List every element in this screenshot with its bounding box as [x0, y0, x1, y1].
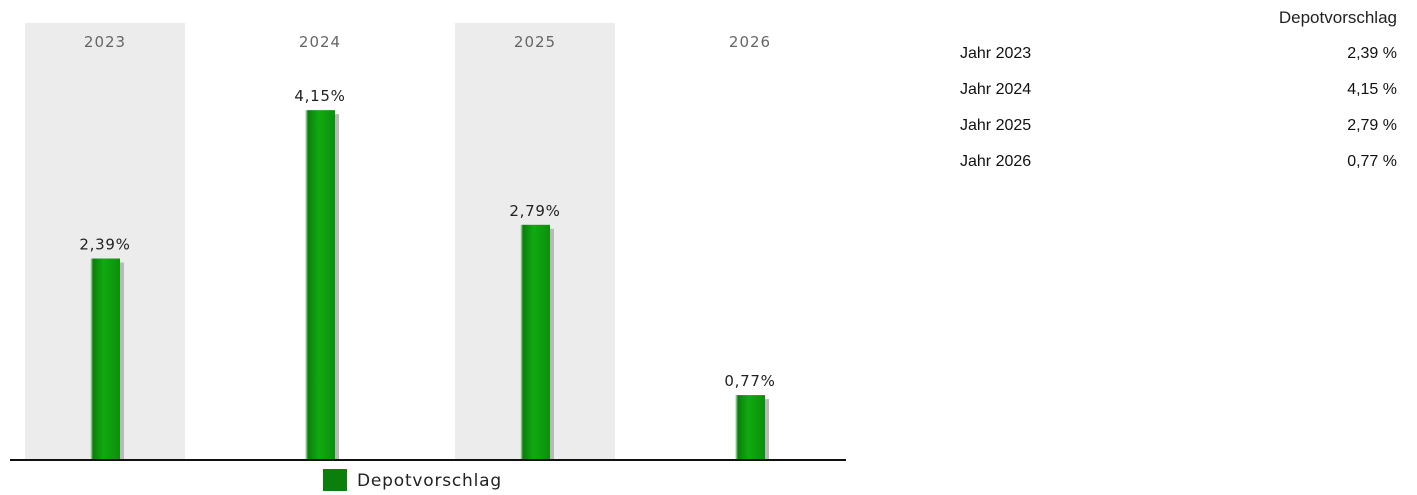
bars-layer: [90, 110, 769, 460]
table-row-label: Jahr 2025: [960, 117, 1032, 134]
category-label: 2023: [84, 33, 126, 51]
bar-value-label: 0,77%: [724, 372, 775, 390]
summary-table-header: Depotvorschlag: [1278, 8, 1397, 27]
table-row-label: Jahr 2024: [960, 81, 1032, 98]
legend-swatch: [323, 469, 347, 491]
table-row-value: 0,77 %: [1347, 153, 1397, 170]
bar-chart: 2023 2024 2025 2026 2,39% 4,15% 2,79% 0,77% Dep…: [10, 23, 846, 491]
category-label: 2025: [514, 33, 556, 51]
data-bar: [90, 258, 120, 460]
bar-value-label: 2,39%: [79, 236, 130, 254]
bar-value-label: 4,15%: [294, 87, 345, 105]
table-row-label: Jahr 2026: [960, 153, 1032, 170]
summary-table: Depotvorschlag Jahr 2023 2,39 % Jahr 202…: [960, 0, 1397, 180]
data-bar: [520, 224, 550, 460]
table-row-value: 2,39 %: [1347, 45, 1397, 62]
table-row: Jahr 2024 4,15 %: [960, 72, 1397, 108]
category-label: 2026: [729, 33, 771, 51]
table-row-value: 4,15 %: [1347, 81, 1397, 98]
legend-label: Depotvorschlag: [357, 471, 502, 491]
data-bar: [305, 110, 335, 460]
table-row-label: Jahr 2023: [960, 45, 1032, 62]
table-row: Jahr 2025 2,79 %: [960, 108, 1397, 144]
category-label: 2024: [299, 33, 341, 51]
table-row: Jahr 2023 2,39 %: [960, 36, 1397, 72]
table-row-value: 2,79 %: [1347, 117, 1397, 134]
data-bar: [735, 395, 765, 460]
legend: Depotvorschlag: [323, 469, 502, 491]
table-row: Jahr 2026 0,77 %: [960, 144, 1397, 180]
labels-layer: 2023 2024 2025 2026 2,39% 4,15% 2,79% 0,77%: [79, 33, 775, 390]
bar-value-label: 2,79%: [509, 202, 560, 220]
